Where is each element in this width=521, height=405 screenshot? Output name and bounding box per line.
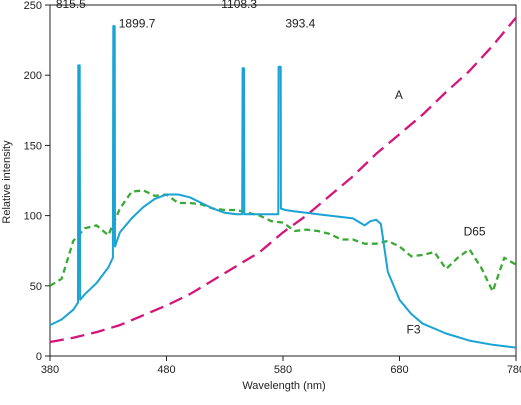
series-layer	[49, 16, 517, 349]
x-tick-label: 680	[390, 364, 408, 376]
series-f3-line	[49, 25, 517, 349]
y-tick-label: 150	[24, 140, 42, 152]
x-axis-label: Wavelength (nm)	[242, 380, 325, 392]
x-tick-label: 480	[157, 364, 175, 376]
peak-value-annotation: 393.4	[285, 16, 315, 30]
y-axis-label: Relative intensity	[1, 140, 13, 224]
y-tick-label: 50	[30, 281, 42, 293]
series-label: D65	[464, 224, 486, 238]
x-tick-label: 580	[274, 364, 292, 376]
axes-group: 380 480 580 680 780 0 50 100 150 200 250	[24, 0, 521, 376]
labels-layer: A D65 F3 815.5 1899.7 1108.3 393.4	[56, 0, 486, 337]
peak-value-annotation: 1108.3	[221, 0, 257, 11]
series-label: A	[395, 88, 403, 102]
y-tick-label: 250	[24, 0, 42, 12]
series-d65-line	[49, 189, 517, 293]
y-tick-label: 0	[36, 351, 42, 363]
series-label: F3	[406, 323, 420, 337]
x-tick-label: 380	[41, 364, 59, 376]
plot-frame	[49, 4, 517, 357]
y-tick-label: 200	[24, 70, 42, 82]
peak-value-annotation: 1899.7	[119, 16, 156, 30]
peak-value-annotation: 815.5	[56, 0, 86, 11]
x-tick-label: 780	[507, 364, 521, 376]
series-a-line	[49, 16, 517, 344]
y-tick-label: 100	[24, 211, 42, 223]
